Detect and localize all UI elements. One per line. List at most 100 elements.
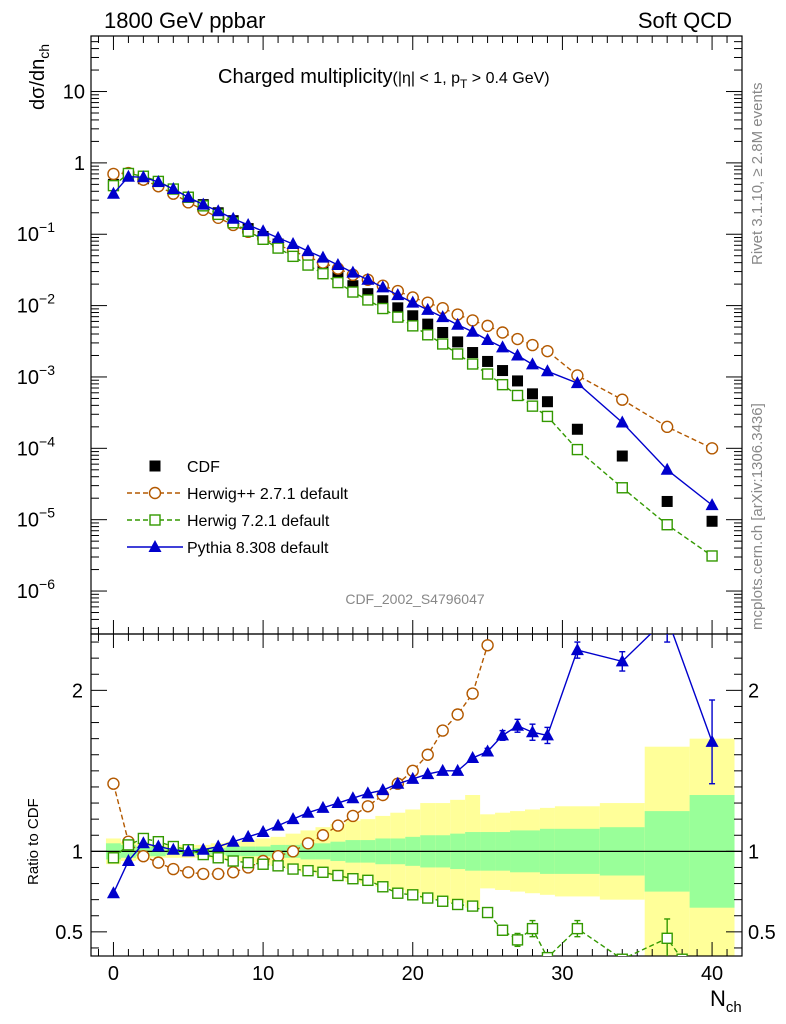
main-ylabel: dσ/dnch: [27, 44, 52, 110]
ratio-point: [511, 718, 525, 731]
main-point: [466, 324, 480, 337]
xlabel-main: N: [710, 986, 726, 1011]
y-tick-label: 10−3: [17, 362, 55, 389]
main-point: [511, 332, 524, 346]
ratio-series-line: [112, 837, 681, 956]
x-tick-label: 40: [701, 963, 723, 985]
ratio-point: [421, 748, 434, 761]
ratio-point: [406, 771, 420, 784]
legend-marker: [148, 540, 162, 552]
main-point: [392, 311, 404, 323]
main-point: [256, 224, 270, 237]
ratio-point: [496, 728, 510, 741]
main-point: [407, 310, 419, 322]
legend-entry-3: Pythia 8.308 default: [127, 540, 329, 557]
main-point: [571, 443, 584, 456]
main-point: [421, 302, 435, 315]
ratio-point: [466, 900, 479, 912]
ratio-point: [436, 763, 450, 776]
main-point: [391, 288, 405, 301]
ratio-point: [302, 864, 314, 877]
ratio-point: [166, 842, 180, 855]
main-point: [482, 355, 494, 367]
ratio-point: [151, 839, 165, 852]
main-point: [466, 358, 479, 370]
data-marks: [106, 166, 719, 956]
ratio-y-tick-label: 1: [72, 841, 83, 863]
main-point: [661, 495, 673, 507]
main-point: [392, 302, 404, 314]
legend-label: CDF: [187, 459, 220, 476]
ratio-series-2: [106, 634, 719, 899]
title-cut-end: > 0.4 GeV): [467, 70, 549, 87]
ratio-point: [466, 687, 479, 700]
ratio-point: [481, 639, 494, 652]
main-point: [107, 167, 120, 181]
legend-label: Pythia 8.308 default: [187, 540, 329, 557]
ratio-frame: [90, 633, 743, 957]
main-point: [377, 302, 389, 315]
main-point: [436, 338, 449, 350]
main-point: [362, 288, 374, 300]
main-point: [541, 396, 553, 408]
main-point: [301, 244, 315, 257]
ratio-point: [436, 895, 449, 907]
mcplots-label: mcplots.cern.ch [arXiv:1306.3436]: [749, 403, 766, 630]
main-point: [317, 267, 329, 280]
main-point: [377, 295, 389, 307]
ratio-point: [466, 750, 480, 763]
ratio-point: [346, 809, 360, 823]
main-point: [287, 250, 299, 263]
title-main: Charged multiplicity: [218, 66, 393, 88]
ratio-point: [212, 867, 225, 881]
legend-entry-2: Herwig 7.2.1 default: [127, 513, 330, 530]
legend: CDF Herwig++ 2.7.1 default Herwig 7.2.1 de…: [127, 459, 349, 557]
main-point: [616, 450, 628, 462]
ratio-point: [346, 791, 360, 804]
ratio-point: [451, 763, 465, 776]
main-series-3: [106, 169, 719, 511]
main-point: [481, 319, 494, 333]
axes: 0 10 20 30 40 10−6 10−5 10−4 10−3 10−2 10−1 1 10 0.5 0…: [17, 35, 776, 985]
ratio-point: [287, 863, 299, 875]
ratio-point: [661, 932, 673, 944]
ratio-point: [615, 654, 629, 667]
main-point: [422, 318, 434, 330]
main-point: [286, 236, 300, 249]
main-point: [196, 197, 210, 210]
ratio-point: [570, 643, 584, 656]
main-point: [362, 294, 374, 306]
main-point: [407, 320, 419, 332]
main-point: [331, 258, 345, 271]
main-point: [570, 376, 584, 389]
ratio-point: [286, 845, 300, 858]
ratio-point: [107, 777, 120, 790]
main-point: [347, 286, 359, 298]
y-tick-label: 10: [63, 82, 85, 104]
ratio-y-tick-label-right: 1: [748, 841, 759, 863]
ratio-point: [376, 783, 390, 796]
main-point: [660, 462, 674, 475]
ratio-point: [257, 858, 269, 870]
ratio-point: [332, 869, 344, 882]
legend-marker: [148, 486, 162, 500]
ratio-point: [571, 922, 584, 935]
xlabel-sub: ch: [726, 999, 742, 1016]
ratio-point: [226, 866, 240, 879]
ratio-point: [181, 844, 195, 857]
main-series-line: [112, 176, 713, 506]
legend-entry-0: CDF: [149, 459, 220, 476]
ratio-point: [541, 951, 554, 956]
main-point: [511, 389, 524, 402]
ratio-point: [167, 862, 180, 876]
ratio-marks: [106, 634, 719, 956]
main-point: [151, 174, 165, 187]
y-tick-label: 10−4: [17, 433, 55, 460]
main-point: [481, 368, 494, 380]
main-point: [422, 329, 434, 341]
ratio-point: [271, 849, 285, 863]
ratio-point: [525, 725, 539, 738]
main-point: [481, 332, 495, 345]
title-cut-sub: T: [460, 77, 468, 91]
main-point: [526, 388, 538, 400]
